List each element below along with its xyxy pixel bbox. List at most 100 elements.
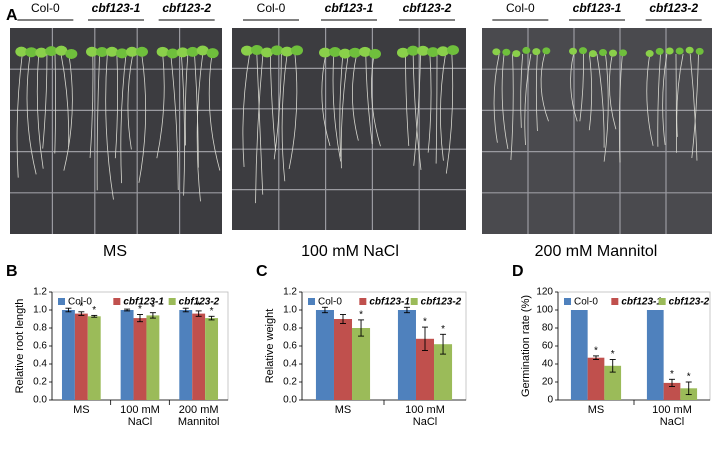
root: [208, 53, 221, 171]
legend-label: cbf123-2: [421, 297, 462, 308]
significance-mark: *: [197, 301, 201, 312]
root: [273, 53, 282, 160]
root: [42, 53, 48, 149]
seedling: [369, 48, 381, 59]
seedling: [609, 49, 617, 57]
legend-swatch: [658, 298, 666, 305]
root: [332, 53, 342, 162]
bar: [120, 310, 134, 400]
seedling: [675, 47, 684, 55]
seedling: [447, 45, 459, 56]
seedling: [96, 46, 108, 57]
root: [36, 53, 44, 169]
y-axis-label: Relative weight: [264, 309, 276, 384]
y-tick-label: 0.0: [33, 395, 47, 406]
legend-label: cbf123-1: [123, 297, 164, 308]
root: [352, 53, 359, 141]
seedling: [329, 46, 341, 57]
root: [281, 53, 288, 182]
y-tick-label: 80: [542, 323, 554, 334]
root: [618, 53, 623, 163]
bar: [61, 310, 75, 400]
root: [596, 53, 605, 148]
photo-plate: [232, 28, 466, 230]
legend-swatch: [168, 298, 176, 305]
root: [524, 53, 532, 146]
seedling: [437, 46, 449, 57]
photo-caption: 100 mM NaCl: [301, 243, 399, 260]
root: [256, 53, 264, 195]
genotype-label: Col-0: [506, 1, 535, 15]
seedling: [349, 47, 361, 58]
legend-swatch: [611, 298, 619, 305]
bar: [570, 310, 588, 400]
legend-swatch: [58, 298, 65, 305]
bar: [74, 313, 88, 400]
bar: [587, 357, 605, 400]
significance-mark: *: [151, 302, 155, 313]
root: [588, 53, 593, 131]
legend-swatch: [564, 298, 571, 305]
seedling: [522, 46, 531, 54]
seedling: [281, 46, 293, 57]
significance-mark: *: [210, 306, 214, 317]
root: [138, 53, 147, 183]
root: [114, 53, 119, 159]
legend-label: cbf123-2: [179, 297, 220, 308]
root: [156, 53, 165, 159]
seedling: [65, 48, 78, 59]
root: [691, 53, 699, 159]
legend-swatch: [359, 298, 367, 305]
seedling: [166, 48, 179, 59]
seedling: [492, 48, 501, 56]
root: [570, 53, 578, 122]
y-tick-label: 1.2: [33, 287, 47, 298]
seedling: [339, 48, 351, 59]
y-tick-label: 1.2: [283, 287, 297, 298]
seedling: [655, 47, 664, 55]
y-tick-label: 1.0: [283, 305, 297, 316]
significance-mark: *: [441, 324, 445, 335]
root: [405, 53, 410, 146]
seedling: [512, 50, 521, 58]
seedling: [532, 48, 541, 56]
legend-label: Col-0: [318, 297, 342, 308]
legend-label: cbf123-1: [621, 297, 662, 308]
significance-mark: *: [423, 317, 427, 328]
significance-mark: *: [611, 349, 615, 360]
seedling: [176, 47, 189, 58]
photo: [232, 28, 466, 230]
bar: [87, 316, 101, 400]
seedling: [502, 48, 511, 56]
legend-swatch: [113, 298, 121, 305]
seedling: [291, 45, 303, 56]
y-tick-label: 0.8: [283, 323, 297, 334]
genotype-label: Col-0: [257, 1, 286, 15]
genotype-label: cbf123-2: [162, 1, 211, 15]
legend-label: cbf123-2: [669, 297, 710, 308]
significance-mark: *: [670, 369, 674, 380]
y-tick-label: 1.0: [33, 305, 47, 316]
root: [493, 53, 500, 143]
root: [184, 53, 189, 146]
seedling: [186, 46, 199, 57]
root: [120, 53, 127, 184]
seedling: [261, 47, 273, 58]
y-axis-label: Relative root length: [14, 299, 26, 394]
root: [427, 53, 432, 153]
genotype-label: Col-0: [31, 1, 60, 15]
y-tick-label: 0.2: [33, 377, 47, 388]
y-tick-label: 0.8: [33, 323, 47, 334]
significance-mark: *: [687, 372, 691, 383]
seedling: [599, 48, 607, 56]
photo-plate: [482, 28, 712, 234]
legend-swatch: [410, 298, 418, 305]
y-tick-label: 0.2: [283, 377, 297, 388]
legend-label: Col-0: [68, 297, 92, 308]
seedling: [241, 45, 253, 56]
x-tick-label: 200 mM Mannitol: [177, 404, 220, 428]
legend-label: cbf123-1: [369, 297, 410, 308]
root: [445, 53, 454, 174]
